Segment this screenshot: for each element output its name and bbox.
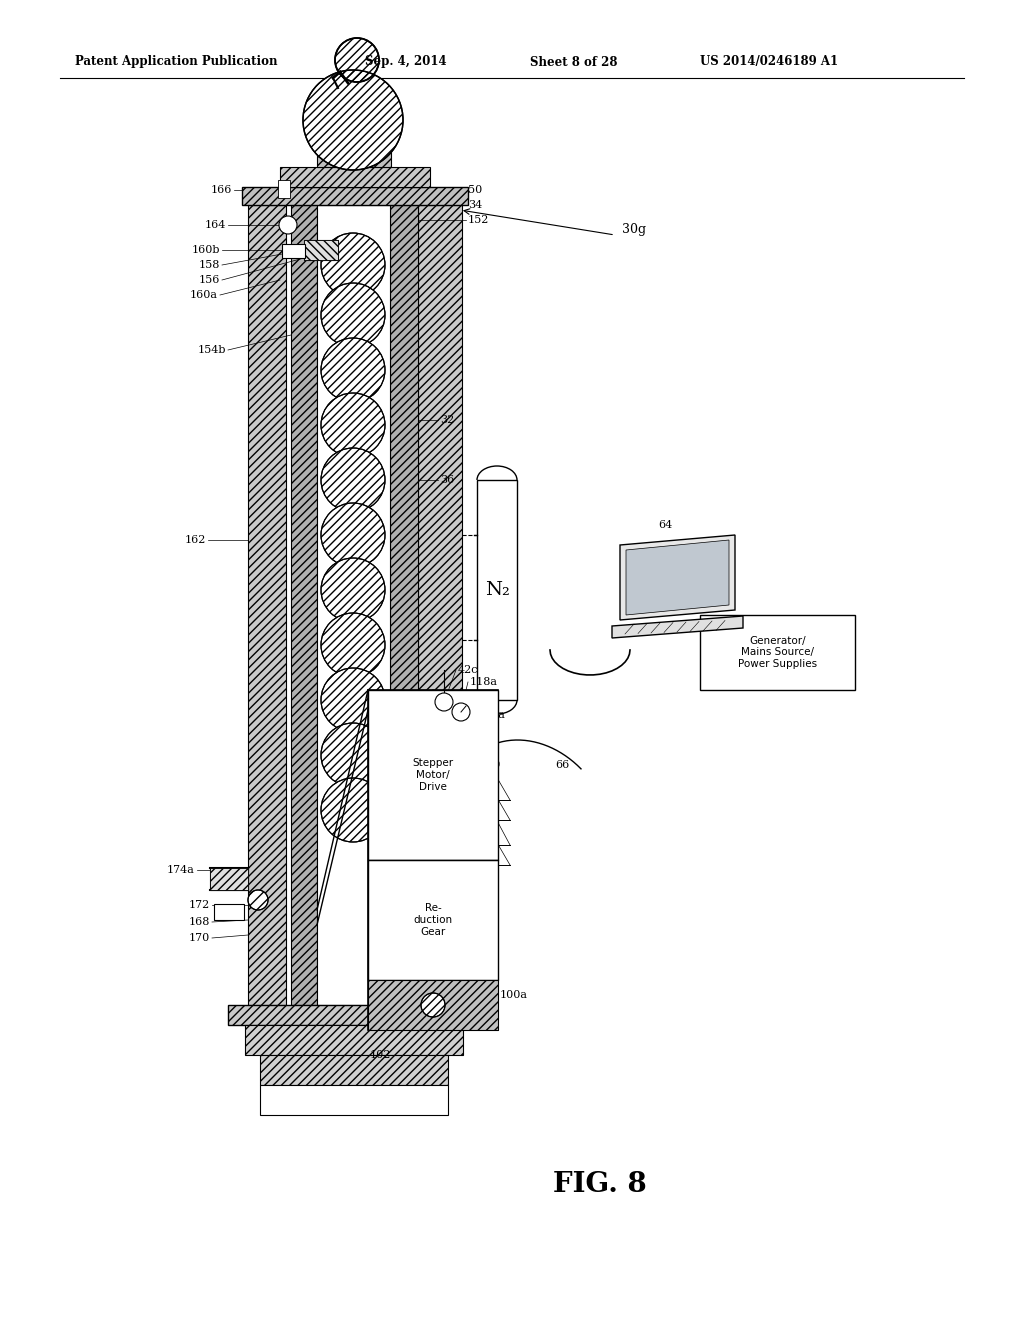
Bar: [291, 205, 317, 1005]
Bar: [317, 205, 390, 1005]
Bar: [368, 690, 498, 861]
Polygon shape: [626, 540, 729, 615]
Circle shape: [321, 668, 385, 733]
Text: 160b: 160b: [191, 246, 220, 255]
Text: 118a: 118a: [470, 677, 498, 686]
Text: 36: 36: [440, 475, 455, 484]
Text: 154a: 154a: [338, 140, 366, 150]
Text: 67a: 67a: [690, 597, 711, 607]
Text: Re-
duction
Gear: Re- duction Gear: [414, 903, 453, 937]
Text: 152: 152: [468, 215, 489, 224]
Bar: [214, 904, 244, 920]
Bar: [278, 180, 290, 198]
Text: 42c: 42c: [458, 665, 478, 675]
Text: 160a: 160a: [190, 290, 218, 300]
Text: 174a: 174a: [478, 710, 506, 719]
Text: Sheet 8 of 28: Sheet 8 of 28: [530, 55, 617, 69]
Text: 64: 64: [658, 520, 672, 531]
Circle shape: [248, 890, 268, 909]
Circle shape: [321, 503, 385, 568]
Text: 158: 158: [199, 260, 220, 271]
Text: 166: 166: [211, 185, 232, 195]
Text: 170: 170: [188, 933, 210, 942]
Bar: [210, 869, 248, 890]
Bar: [248, 205, 286, 1005]
Circle shape: [421, 993, 445, 1016]
Text: Stepper
Motor/
Drive: Stepper Motor/ Drive: [413, 759, 454, 792]
Text: FIG. 8: FIG. 8: [553, 1172, 647, 1199]
Circle shape: [435, 693, 453, 711]
Bar: [282, 244, 305, 257]
Bar: [368, 861, 498, 979]
Text: 30g: 30g: [622, 223, 646, 236]
Text: 156: 156: [199, 275, 220, 285]
Text: US 2014/0246189 A1: US 2014/0246189 A1: [700, 55, 838, 69]
Bar: [477, 480, 517, 700]
Bar: [260, 1085, 449, 1115]
Text: 154b: 154b: [198, 345, 226, 355]
Text: 172: 172: [188, 900, 210, 909]
Bar: [700, 615, 855, 690]
Bar: [390, 205, 418, 1005]
Circle shape: [321, 723, 385, 787]
Polygon shape: [620, 535, 735, 620]
Bar: [242, 187, 468, 205]
Circle shape: [321, 282, 385, 347]
Circle shape: [321, 338, 385, 403]
Bar: [304, 240, 338, 260]
Text: 94: 94: [480, 805, 495, 814]
Circle shape: [321, 777, 385, 842]
Circle shape: [321, 558, 385, 622]
Circle shape: [303, 70, 403, 170]
Circle shape: [321, 612, 385, 677]
Circle shape: [321, 447, 385, 512]
Text: 174a: 174a: [167, 865, 195, 875]
Text: 100a: 100a: [500, 990, 528, 1001]
Bar: [368, 979, 498, 1030]
Bar: [260, 1055, 449, 1085]
Text: Generator/
Mains Source/
Power Supplies: Generator/ Mains Source/ Power Supplies: [738, 636, 817, 669]
Circle shape: [321, 234, 385, 297]
Bar: [280, 168, 430, 187]
Text: Sep. 4, 2014: Sep. 4, 2014: [365, 55, 446, 69]
Text: 50: 50: [468, 185, 482, 195]
Bar: [228, 1005, 471, 1026]
Bar: [210, 869, 248, 890]
Text: 122: 122: [475, 696, 497, 705]
Bar: [245, 1026, 463, 1055]
Circle shape: [321, 393, 385, 457]
Circle shape: [279, 216, 297, 234]
Text: 102: 102: [370, 1049, 391, 1060]
Text: 90: 90: [478, 741, 493, 750]
Text: 164: 164: [205, 220, 226, 230]
Bar: [304, 240, 338, 260]
Polygon shape: [612, 616, 743, 638]
Text: 162: 162: [184, 535, 206, 545]
Text: 66: 66: [555, 760, 569, 770]
Bar: [418, 205, 462, 1005]
Text: 168: 168: [188, 917, 210, 927]
Text: 110: 110: [480, 760, 502, 770]
Text: N₂: N₂: [484, 581, 509, 599]
Text: 34: 34: [468, 201, 482, 210]
Bar: [368, 690, 498, 1030]
Text: Patent Application Publication: Patent Application Publication: [75, 55, 278, 69]
Circle shape: [452, 704, 470, 721]
Bar: [317, 132, 391, 168]
Text: 32: 32: [440, 414, 455, 425]
Text: 93: 93: [477, 780, 492, 789]
